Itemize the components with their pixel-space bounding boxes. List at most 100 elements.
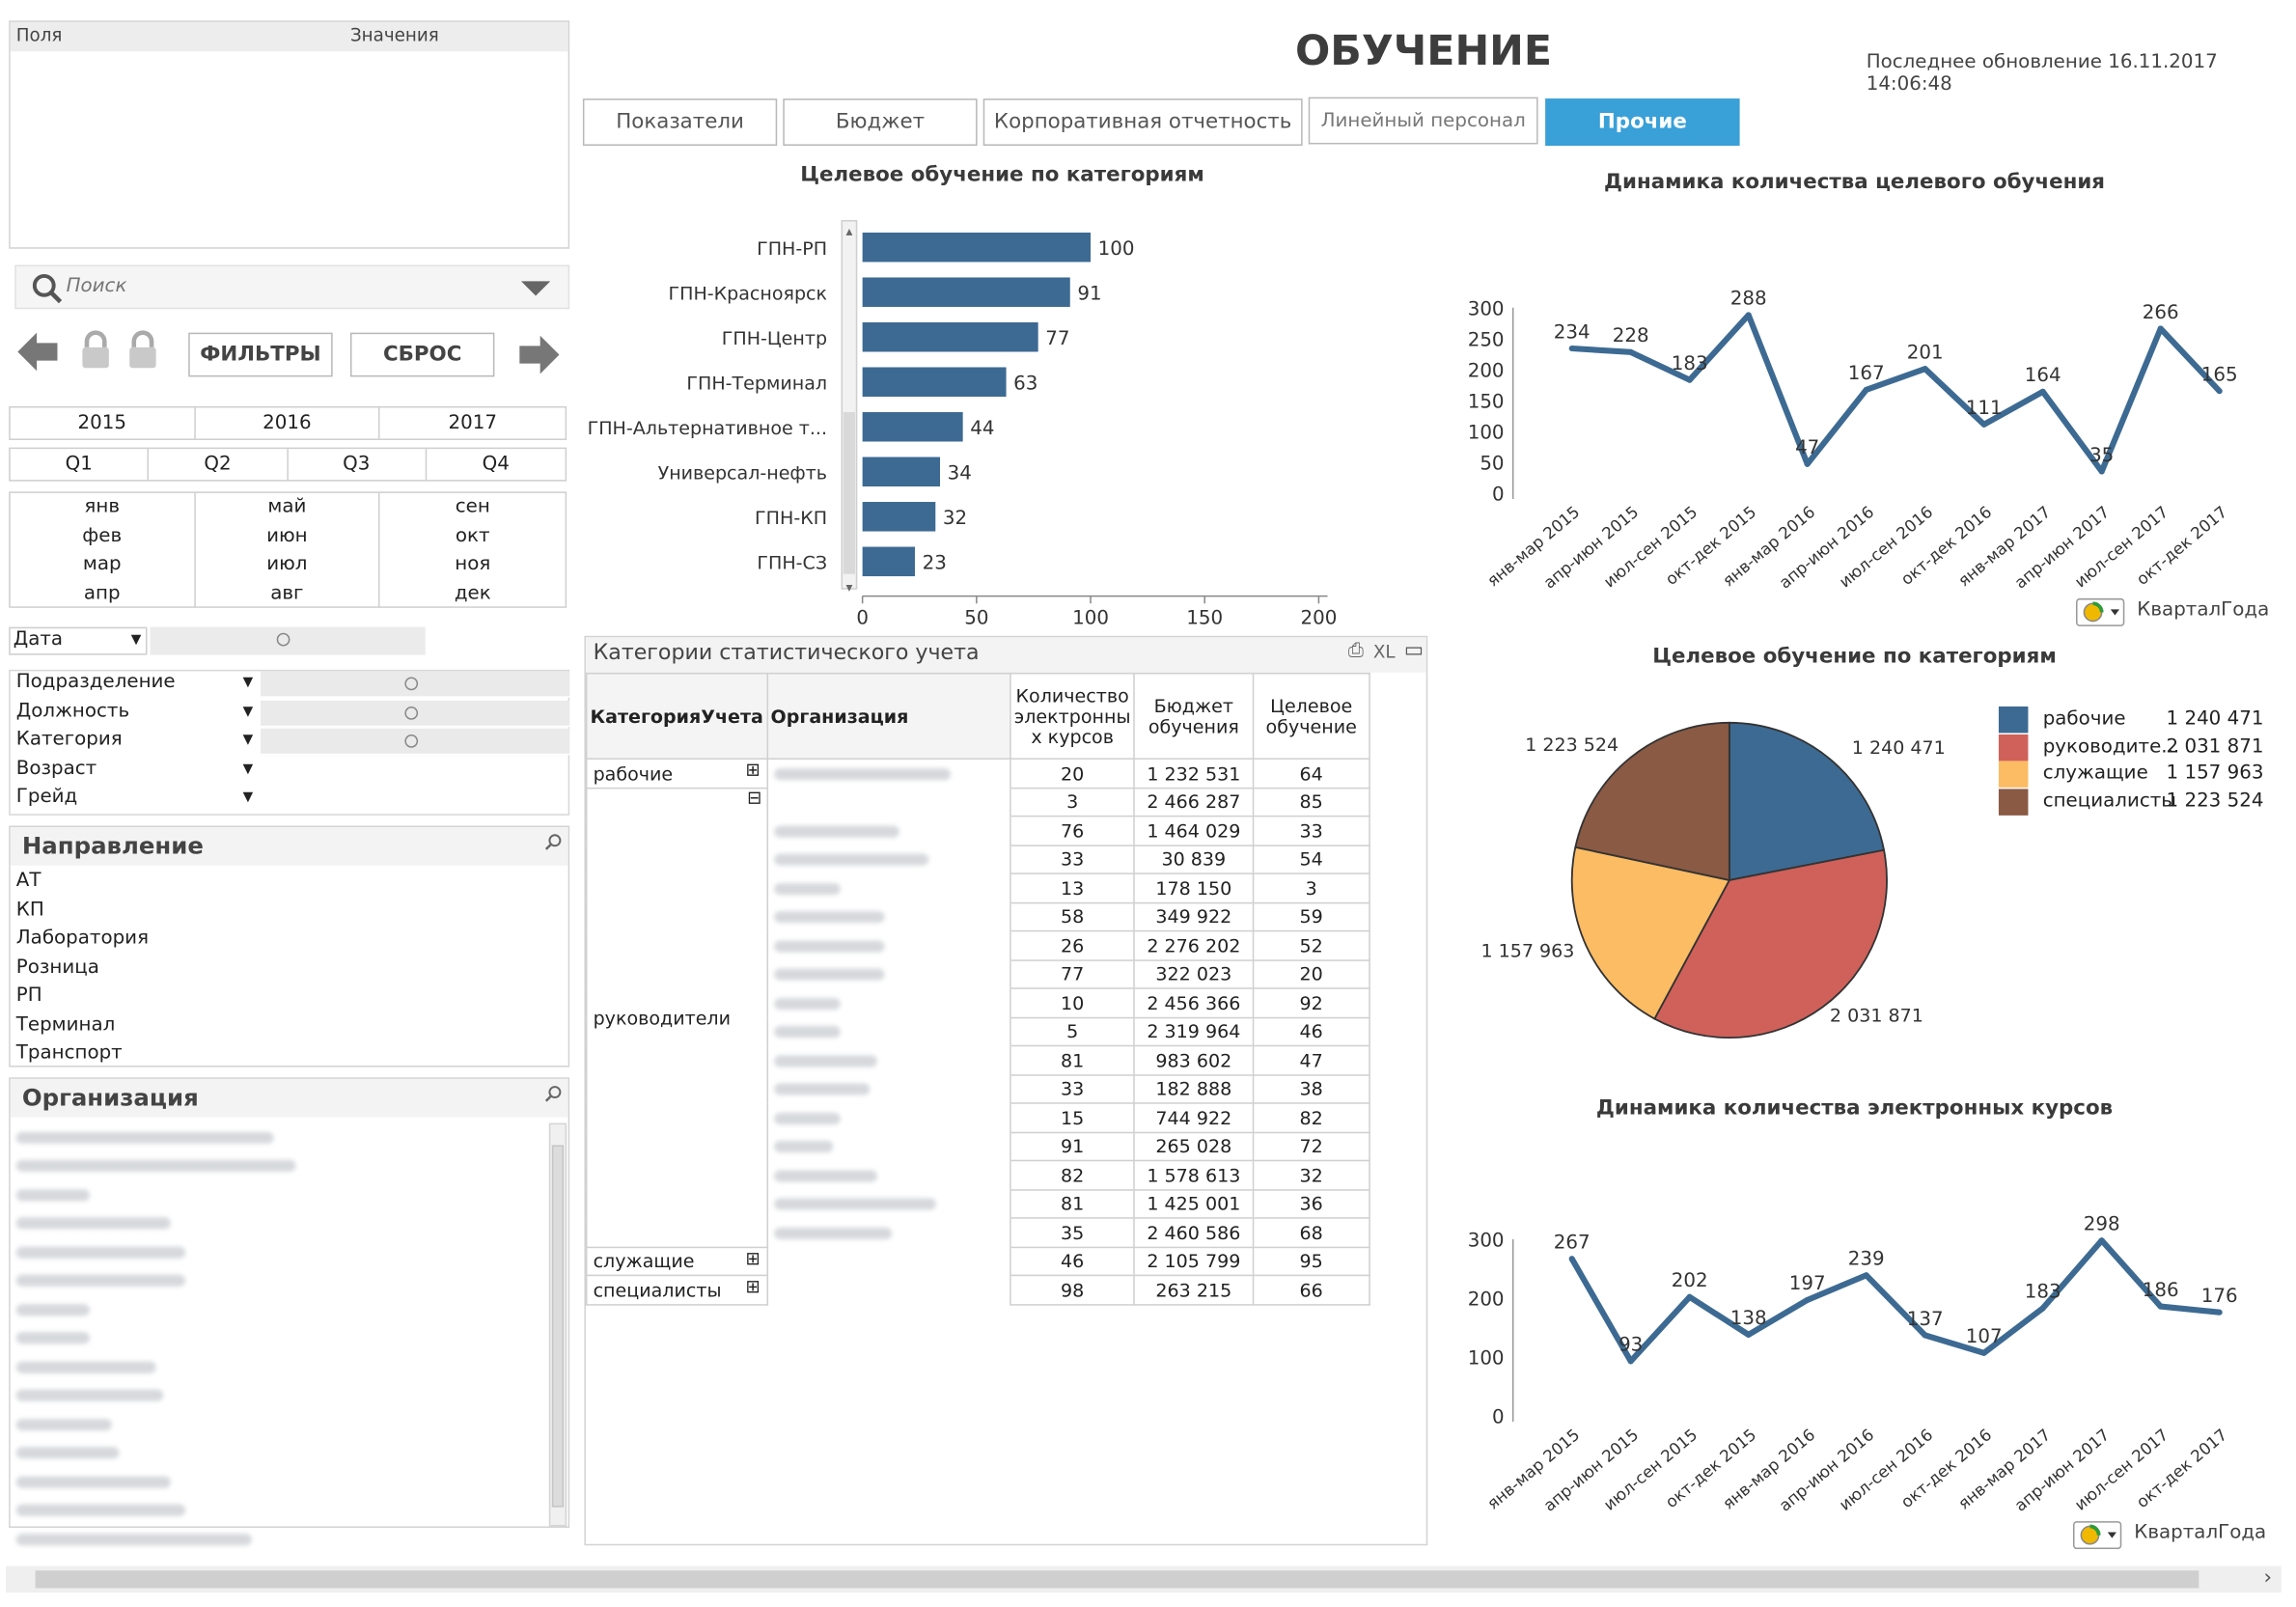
list-item[interactable]	[15, 1324, 370, 1353]
reset-button[interactable]: СБРОС	[349, 332, 495, 377]
dim-row[interactable]: Категория ▼	[11, 728, 570, 757]
filters-button[interactable]: ФИЛЬТРЫ	[188, 332, 333, 377]
year-2017[interactable]: 2017	[448, 412, 497, 434]
page-scrollbar[interactable]: ›	[6, 1565, 2282, 1593]
date-selector[interactable]: Дата ▼	[9, 626, 148, 655]
quarter-q2[interactable]: Q2	[149, 449, 289, 481]
list-item[interactable]: РП	[15, 984, 42, 1008]
column-header[interactable]: Бюджет обучения	[1133, 672, 1255, 760]
legend-item[interactable]: рабочие 1 240 471	[1998, 707, 2263, 734]
data-point[interactable]	[1745, 1331, 1752, 1338]
bar[interactable]	[862, 457, 941, 487]
column-header[interactable]: КатегорияУчета	[585, 672, 768, 760]
data-point[interactable]	[1627, 348, 1634, 355]
export-excel-icon[interactable]: XL	[1372, 641, 1396, 663]
organization-scrollbar[interactable]	[548, 1122, 567, 1527]
data-point[interactable]	[2157, 1303, 2164, 1310]
data-point[interactable]	[1627, 1358, 1634, 1365]
list-item[interactable]	[15, 1467, 370, 1496]
maximize-icon[interactable]: ▭	[1403, 638, 1425, 663]
data-point[interactable]	[1804, 460, 1811, 467]
list-item[interactable]	[15, 1295, 370, 1324]
line-series[interactable]	[1569, 1237, 2221, 1365]
bar[interactable]	[862, 321, 1038, 352]
scroll-thumb[interactable]	[843, 412, 856, 574]
year-2015[interactable]: 2015	[11, 407, 196, 439]
dim-row[interactable]: Подразделение ▼	[11, 671, 570, 699]
pie-slice[interactable]	[1728, 721, 1886, 882]
legend-item[interactable]: руководите... 2 031 871	[1998, 734, 2263, 761]
bar[interactable]	[862, 502, 936, 532]
dim-row[interactable]: Грейд ▼	[15, 786, 254, 809]
list-item[interactable]: Терминал	[15, 1012, 116, 1036]
expand-icon[interactable]: ⊞	[745, 1276, 761, 1297]
expand-icon[interactable]: ⊞	[745, 1247, 761, 1268]
month-item[interactable]: фев	[82, 524, 123, 547]
search-box[interactable]	[14, 264, 570, 310]
quarter-q3[interactable]: Q3	[288, 449, 427, 481]
scroll-right-icon[interactable]: ›	[2263, 1565, 2273, 1590]
data-point[interactable]	[1863, 386, 1869, 393]
data-point[interactable]	[1863, 1272, 1869, 1279]
data-point[interactable]	[1745, 312, 1752, 319]
scroll-thumb[interactable]	[551, 1145, 565, 1508]
month-item[interactable]: дек	[454, 582, 491, 605]
pie-slice[interactable]	[1570, 845, 1731, 1020]
data-point[interactable]	[1922, 366, 1928, 373]
tab-indicators[interactable]: Показатели	[582, 98, 778, 146]
cycle-icon[interactable]	[2072, 1519, 2122, 1552]
column-header[interactable]: Количество электронны х курсов	[1010, 672, 1136, 760]
month-item[interactable]: мар	[82, 553, 122, 576]
dim-row[interactable]: Должность ▼	[11, 700, 570, 728]
search-icon[interactable]	[544, 833, 562, 850]
list-item[interactable]	[15, 1439, 370, 1468]
back-arrow-icon[interactable]	[17, 332, 59, 372]
tab-other[interactable]: Прочие	[1545, 98, 1740, 146]
list-item[interactable]	[15, 1123, 370, 1152]
month-item[interactable]: апр	[83, 582, 121, 605]
legend-item[interactable]: служащие 1 157 963	[1998, 761, 2263, 788]
list-item[interactable]	[15, 1496, 370, 1525]
column-header[interactable]: Целевое обучение	[1252, 672, 1370, 760]
list-item[interactable]	[15, 1381, 370, 1410]
expand-icon[interactable]: ⊞	[745, 759, 761, 781]
year-2016[interactable]: 2016	[195, 407, 380, 439]
data-point[interactable]	[1686, 376, 1693, 383]
tab-corporate-reporting[interactable]: Корпоративная отчетность	[982, 98, 1303, 146]
list-item[interactable]: Транспорт	[15, 1041, 123, 1065]
tab-budget[interactable]: Бюджет	[783, 98, 978, 146]
bar[interactable]	[862, 412, 963, 442]
data-point[interactable]	[1686, 1293, 1693, 1300]
data-point[interactable]	[2216, 1309, 2223, 1316]
data-point[interactable]	[2098, 1237, 2105, 1244]
data-point[interactable]	[2039, 388, 2046, 395]
data-point[interactable]	[2098, 468, 2105, 475]
print-icon[interactable]: ⎙	[1347, 640, 1364, 663]
list-item[interactable]: КП	[15, 899, 44, 921]
bar[interactable]	[862, 546, 916, 577]
data-point[interactable]	[1568, 1256, 1575, 1262]
date-value-field[interactable]	[150, 626, 426, 655]
list-item[interactable]	[15, 1209, 370, 1238]
cycle-group-2[interactable]: КварталГода	[2072, 1519, 2266, 1552]
bar[interactable]	[862, 277, 1070, 307]
data-point[interactable]	[1980, 421, 1987, 428]
month-item[interactable]: авг	[270, 582, 304, 605]
month-item[interactable]: янв	[84, 495, 121, 518]
list-item[interactable]	[15, 1180, 370, 1209]
data-point[interactable]	[2039, 1305, 2046, 1312]
collapse-icon[interactable]: ⊟	[747, 787, 762, 809]
month-item[interactable]: сен	[455, 495, 490, 518]
data-point[interactable]	[1980, 1349, 1987, 1356]
forward-arrow-icon[interactable]	[518, 335, 560, 374]
list-item[interactable]: АТ	[15, 870, 41, 893]
column-header[interactable]: Организация	[765, 672, 1011, 760]
tab-line-personnel[interactable]: Линейный персонал	[1308, 97, 1538, 145]
data-point[interactable]	[1568, 345, 1575, 352]
unlock-icon[interactable]	[126, 330, 159, 372]
dim-row[interactable]: Возраст ▼	[15, 757, 254, 780]
search-input[interactable]	[66, 275, 493, 298]
list-item[interactable]	[15, 1525, 370, 1554]
cycle-icon[interactable]	[2075, 596, 2125, 629]
quarter-q1[interactable]: Q1	[11, 449, 150, 481]
